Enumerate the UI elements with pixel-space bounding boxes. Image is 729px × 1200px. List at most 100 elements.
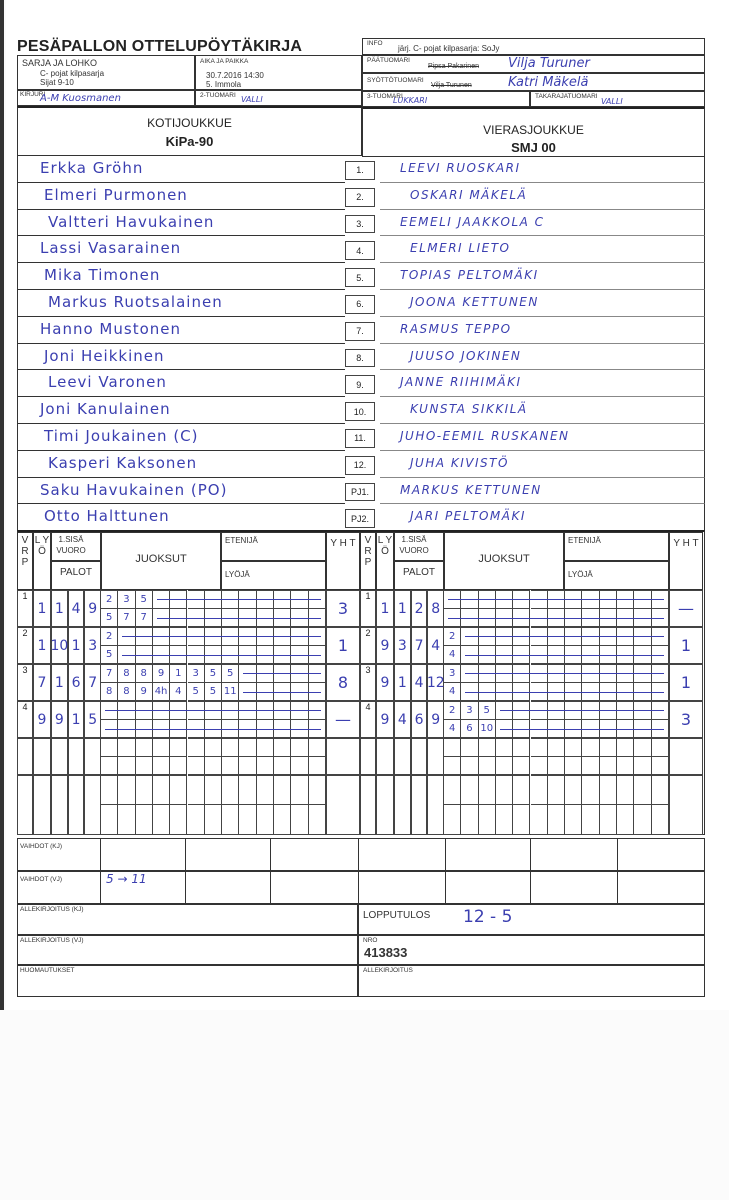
away-run-cell bbox=[461, 775, 479, 805]
home-lyo-header bbox=[33, 532, 51, 590]
away-run-cell bbox=[530, 756, 548, 775]
home-player-row bbox=[17, 182, 345, 210]
away-run-cell bbox=[461, 805, 479, 835]
home-palo-cell bbox=[84, 775, 102, 835]
vaihdot-vj-row: VAIHDOT (VJ) 5 → 11 bbox=[17, 871, 705, 904]
away-player-row bbox=[380, 209, 705, 237]
away-lyoja-header bbox=[564, 561, 669, 590]
home-run-cell bbox=[291, 738, 309, 757]
allekirjoitus-label: ALLEKIRJOITUS bbox=[363, 967, 413, 974]
home-run-cell: 4 bbox=[170, 682, 188, 701]
home-run-cell bbox=[187, 775, 205, 805]
away-run-cell bbox=[530, 775, 548, 805]
home-vrp-cell: 3 bbox=[17, 664, 33, 701]
home-run-cell bbox=[101, 756, 119, 775]
away-yht-cell bbox=[669, 738, 703, 775]
home-player-row bbox=[17, 156, 345, 183]
away-run-cell bbox=[444, 775, 462, 805]
home-run-cell: 5 bbox=[135, 590, 153, 609]
away-player-row bbox=[380, 397, 705, 424]
home-player-name: Saku Havukainen (PO) bbox=[40, 480, 228, 499]
home-run-cell: 11 bbox=[222, 682, 240, 701]
home-juoksut-label: JUOKSUT bbox=[135, 553, 187, 565]
home-vrp-cell: 2 bbox=[17, 627, 33, 664]
home-run-cell: 4h bbox=[152, 682, 171, 701]
home-palo-cell: 9 bbox=[51, 701, 68, 738]
home-run-cell bbox=[308, 701, 326, 720]
home-team-label: KOTIJOUKKUE bbox=[147, 116, 232, 130]
away-run-cell: 4 bbox=[444, 682, 462, 701]
home-run-cell bbox=[204, 805, 223, 835]
away-vrp-cell: 2 bbox=[360, 627, 376, 664]
away-run-cell bbox=[495, 775, 514, 805]
player-number: 5. bbox=[345, 268, 375, 287]
away-yht-cell bbox=[669, 775, 703, 835]
home-palo-cell bbox=[51, 738, 68, 775]
kirjuri-value: A-M Kuosmanen bbox=[40, 93, 121, 104]
home-run-cell bbox=[274, 805, 292, 835]
home-palo-cell: 1 bbox=[67, 627, 85, 664]
home-run-cell bbox=[239, 756, 257, 775]
away-player-row bbox=[380, 316, 705, 344]
home-run-cell bbox=[101, 805, 119, 835]
home-run-cell: 9 bbox=[135, 682, 153, 701]
home-run-cell: 8 bbox=[118, 682, 136, 701]
away-palo-cell: 12 bbox=[427, 664, 445, 701]
away-run-cell bbox=[651, 627, 669, 646]
vaihdot-divider bbox=[100, 838, 101, 904]
away-vrp-label: V R P bbox=[364, 535, 372, 568]
home-run-cell bbox=[308, 682, 326, 701]
away-player-name: EEMELI JAAKKOLA C bbox=[400, 214, 545, 229]
away-run-cell bbox=[634, 805, 652, 835]
home-yht-cell bbox=[326, 775, 360, 835]
home-player-name: Erkka Gröhn bbox=[40, 159, 144, 177]
home-player-row bbox=[17, 343, 345, 371]
home-run-cell bbox=[152, 775, 171, 805]
home-run-cell bbox=[187, 756, 205, 775]
away-run-cell bbox=[478, 775, 496, 805]
takaraja-label: TAKARAJATUOMARI bbox=[535, 93, 598, 100]
player-number: 12. bbox=[345, 455, 375, 475]
away-run-cell bbox=[617, 756, 635, 775]
vaihdot-divider bbox=[358, 838, 359, 904]
home-run-cell bbox=[308, 738, 326, 757]
away-sisa-header bbox=[394, 532, 444, 561]
away-run-cell bbox=[634, 738, 652, 757]
home-etenija-label: ETENIJÄ bbox=[225, 536, 258, 545]
home-lyo-cell: 9 bbox=[33, 701, 51, 738]
home-run-cell bbox=[256, 805, 274, 835]
home-run-cell bbox=[135, 756, 153, 775]
player-number: PJ1. bbox=[345, 482, 375, 502]
home-run-cell bbox=[256, 775, 274, 805]
syotto-box: SYÖTTÖTUOMARI Vilja Turunen Katri Mäkelä bbox=[362, 73, 705, 91]
home-yht-label: Y H T bbox=[330, 538, 356, 549]
home-run-cell bbox=[308, 775, 326, 805]
home-player-name: Otto Halttunen bbox=[44, 507, 170, 526]
home-palo-cell: 1 bbox=[51, 590, 68, 627]
home-run-cell: 5 bbox=[204, 682, 223, 701]
home-run-cell bbox=[204, 738, 223, 757]
home-vrp-cell: 4 bbox=[17, 701, 33, 738]
away-run-cell bbox=[651, 738, 669, 757]
away-run-cell: 10 bbox=[478, 719, 496, 738]
home-palo-cell: 4 bbox=[67, 590, 85, 627]
away-player-name: JANNE RIIHIMÄKI bbox=[400, 375, 522, 390]
away-run-strike-line bbox=[465, 673, 664, 675]
away-run-cell bbox=[617, 805, 635, 835]
scan-edge bbox=[0, 0, 4, 1010]
away-run-strike-line bbox=[448, 617, 664, 619]
home-player-row bbox=[17, 477, 345, 505]
home-palot-header bbox=[51, 561, 101, 590]
home-run-cell: 2 bbox=[101, 627, 119, 646]
away-run-cell: 3 bbox=[461, 701, 479, 720]
home-run-cell: 8 bbox=[101, 682, 119, 701]
away-player-row bbox=[380, 343, 705, 371]
away-palo-cell: 9 bbox=[427, 701, 445, 738]
home-run-cell bbox=[170, 756, 188, 775]
home-run-cell bbox=[239, 805, 257, 835]
home-run-cell: 3 bbox=[187, 664, 205, 683]
home-palot-label: PALOT bbox=[59, 567, 93, 578]
tuomari2-value: VALLI bbox=[241, 95, 263, 104]
away-player-name: MARKUS KETTUNEN bbox=[400, 482, 542, 497]
home-palo-cell: 9 bbox=[84, 590, 102, 627]
